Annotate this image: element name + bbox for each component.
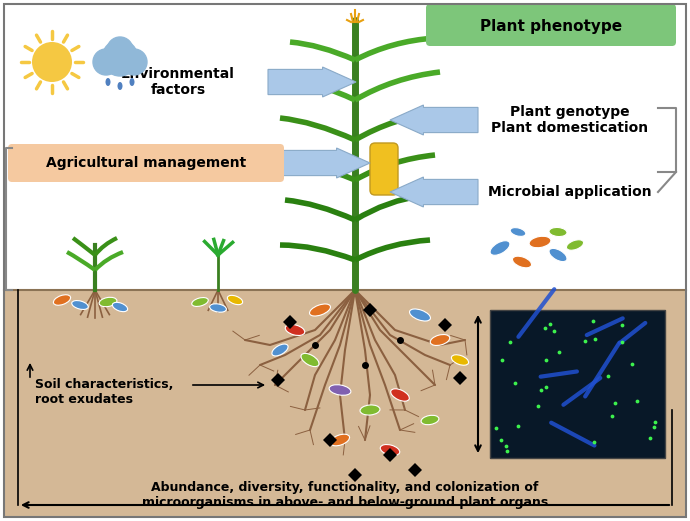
Ellipse shape (510, 228, 526, 237)
Ellipse shape (72, 301, 88, 309)
Polygon shape (390, 177, 478, 207)
Ellipse shape (380, 444, 400, 455)
Ellipse shape (329, 384, 351, 395)
Circle shape (107, 37, 133, 63)
Polygon shape (323, 433, 337, 447)
Ellipse shape (549, 228, 567, 237)
Polygon shape (268, 67, 356, 97)
Ellipse shape (513, 256, 531, 268)
Polygon shape (408, 463, 422, 477)
Ellipse shape (529, 236, 551, 248)
Ellipse shape (431, 334, 450, 345)
Polygon shape (282, 148, 370, 178)
Polygon shape (453, 371, 467, 385)
FancyBboxPatch shape (426, 4, 676, 46)
Bar (490, 310, 665, 458)
Text: Agricultural management: Agricultural management (46, 156, 246, 170)
Ellipse shape (130, 78, 135, 86)
Circle shape (93, 49, 119, 75)
Polygon shape (363, 303, 377, 317)
Text: Microbial application: Microbial application (489, 185, 652, 199)
Polygon shape (348, 468, 362, 482)
Ellipse shape (310, 304, 331, 316)
Circle shape (121, 49, 147, 75)
Circle shape (102, 40, 138, 76)
Ellipse shape (421, 415, 439, 425)
Ellipse shape (285, 325, 305, 336)
Ellipse shape (106, 78, 110, 86)
Text: Plant phenotype: Plant phenotype (480, 19, 622, 34)
Polygon shape (283, 315, 297, 329)
Ellipse shape (112, 302, 128, 312)
Polygon shape (383, 448, 397, 462)
Ellipse shape (192, 297, 208, 306)
Ellipse shape (272, 344, 288, 356)
Ellipse shape (228, 295, 243, 305)
Ellipse shape (53, 295, 70, 305)
Ellipse shape (451, 355, 469, 365)
Text: Environmental
factors: Environmental factors (121, 67, 235, 97)
Ellipse shape (99, 297, 117, 307)
Ellipse shape (117, 82, 123, 90)
Ellipse shape (410, 309, 431, 321)
Ellipse shape (301, 353, 319, 367)
Text: Abundance, diversity, functionality, and colonization of
microorganisms in above: Abundance, diversity, functionality, and… (142, 481, 548, 509)
Ellipse shape (391, 389, 409, 401)
Ellipse shape (566, 240, 584, 250)
Polygon shape (438, 318, 452, 332)
Polygon shape (390, 105, 478, 135)
Ellipse shape (549, 249, 567, 262)
Text: Soil characteristics,
root exudates: Soil characteristics, root exudates (35, 378, 173, 406)
Bar (4, 290, 686, 517)
Ellipse shape (360, 405, 380, 415)
Circle shape (32, 42, 72, 82)
Polygon shape (271, 373, 285, 387)
FancyBboxPatch shape (8, 144, 284, 182)
Text: Plant genotype
Plant domestication: Plant genotype Plant domestication (491, 105, 649, 135)
FancyBboxPatch shape (370, 143, 398, 195)
Ellipse shape (210, 304, 226, 312)
Ellipse shape (490, 241, 510, 255)
Ellipse shape (331, 434, 350, 446)
